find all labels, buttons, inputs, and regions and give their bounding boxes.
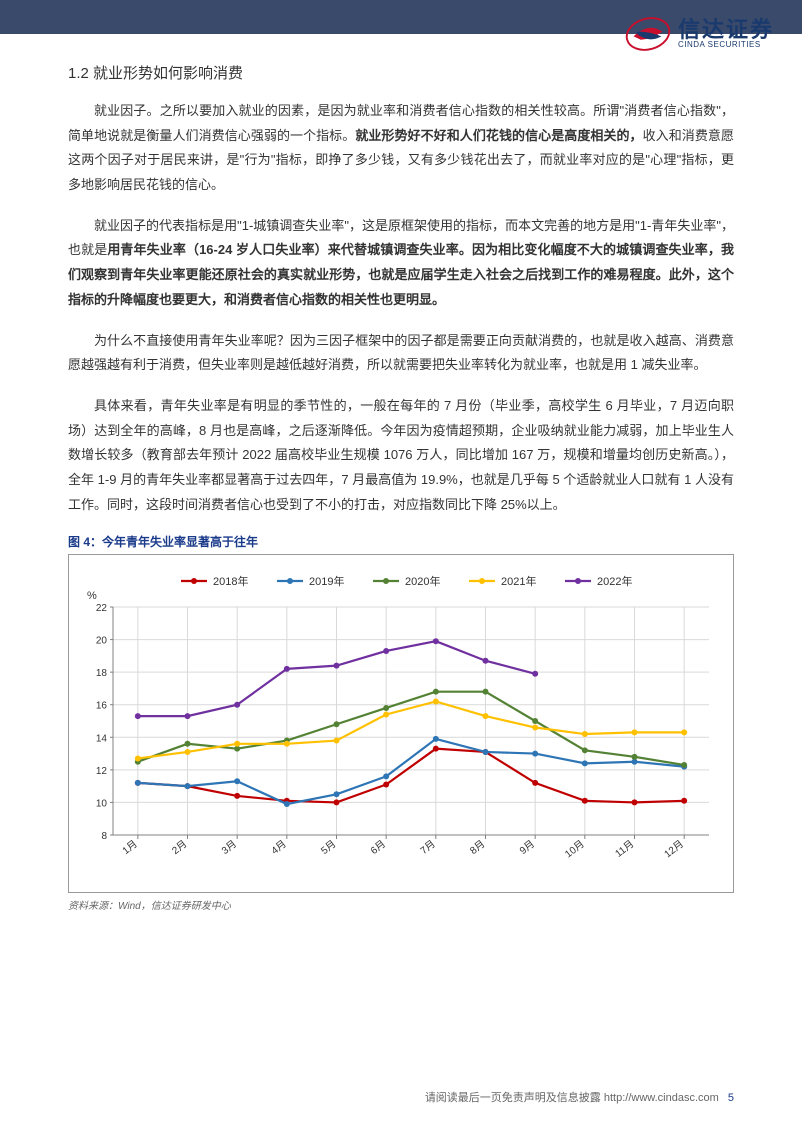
svg-text:6月: 6月 [368, 838, 388, 857]
page-footer: 请阅读最后一页免责声明及信息披露 http://www.cindasc.com … [425, 1089, 734, 1105]
svg-text:4月: 4月 [269, 838, 289, 857]
header-bar-inner [68, 0, 576, 34]
svg-text:2022年: 2022年 [597, 574, 632, 588]
logo-swirl-icon [624, 10, 672, 58]
page-number: 5 [728, 1092, 734, 1104]
svg-text:2020年: 2020年 [405, 574, 440, 588]
svg-text:11月: 11月 [613, 838, 636, 860]
svg-text:10: 10 [96, 799, 108, 810]
svg-text:22: 22 [96, 603, 108, 614]
svg-text:3月: 3月 [219, 838, 239, 857]
company-logo: 信达证券 CINDA SECURITIES [624, 10, 774, 58]
paragraph-4: 具体来看，青年失业率是有明显的季节性的，一般在每年的 7 月份（毕业季，高校学生… [68, 394, 734, 517]
footer-url: http://www.cindasc.com [604, 1092, 719, 1104]
paragraph-2: 就业因子的代表指标是用"1-城镇调查失业率"，这是原框架使用的指标，而本文完善的… [68, 214, 734, 313]
svg-text:2021年: 2021年 [501, 574, 536, 588]
svg-text:10月: 10月 [563, 838, 587, 860]
svg-text:12: 12 [96, 766, 108, 777]
chart-source: 资料来源：Wind，信达证券研发中心 [68, 897, 734, 912]
svg-text:5月: 5月 [319, 838, 339, 857]
paragraph-3: 为什么不直接使用青年失业率呢？因为三因子框架中的因子都是需要正向贡献消费的，也就… [68, 329, 734, 378]
svg-text:12月: 12月 [662, 838, 686, 860]
section-title: 1.2 就业形势如何影响消费 [68, 62, 734, 83]
svg-text:2019年: 2019年 [309, 574, 344, 588]
svg-text:9月: 9月 [517, 838, 537, 857]
svg-text:14: 14 [96, 734, 108, 745]
svg-text:2月: 2月 [170, 838, 190, 857]
paragraph-1: 就业因子。之所以要加入就业的因素，是因为就业率和消费者信心指数的相关性较高。所谓… [68, 99, 734, 198]
svg-text:8: 8 [101, 831, 107, 842]
svg-text:%: % [87, 590, 97, 602]
svg-text:1月: 1月 [120, 838, 140, 857]
svg-text:20: 20 [96, 636, 108, 647]
page-content: 1.2 就业形势如何影响消费 就业因子。之所以要加入就业的因素，是因为就业率和消… [0, 34, 802, 912]
line-chart: % 8 10 12 14 16 18 20 22 1月 2月 3月 4月 5月 6月 7月 8月 9月 10月 11月… [73, 563, 723, 883]
svg-text:8月: 8月 [468, 838, 488, 857]
logo-text-cn: 信达证券 [678, 19, 774, 41]
svg-text:7月: 7月 [418, 838, 438, 857]
svg-text:2018年: 2018年 [213, 574, 248, 588]
chart-container: % 8 10 12 14 16 18 20 22 1月 2月 3月 4月 5月 6月 7月 8月 9月 10月 11月… [68, 554, 734, 893]
chart-title: 图 4：今年青年失业率显著高于往年 [68, 533, 734, 550]
svg-text:16: 16 [96, 701, 108, 712]
svg-text:18: 18 [96, 668, 108, 679]
logo-text-en: CINDA SECURITIES [678, 41, 774, 49]
footer-disclaimer: 请阅读最后一页免责声明及信息披露 [425, 1092, 601, 1104]
